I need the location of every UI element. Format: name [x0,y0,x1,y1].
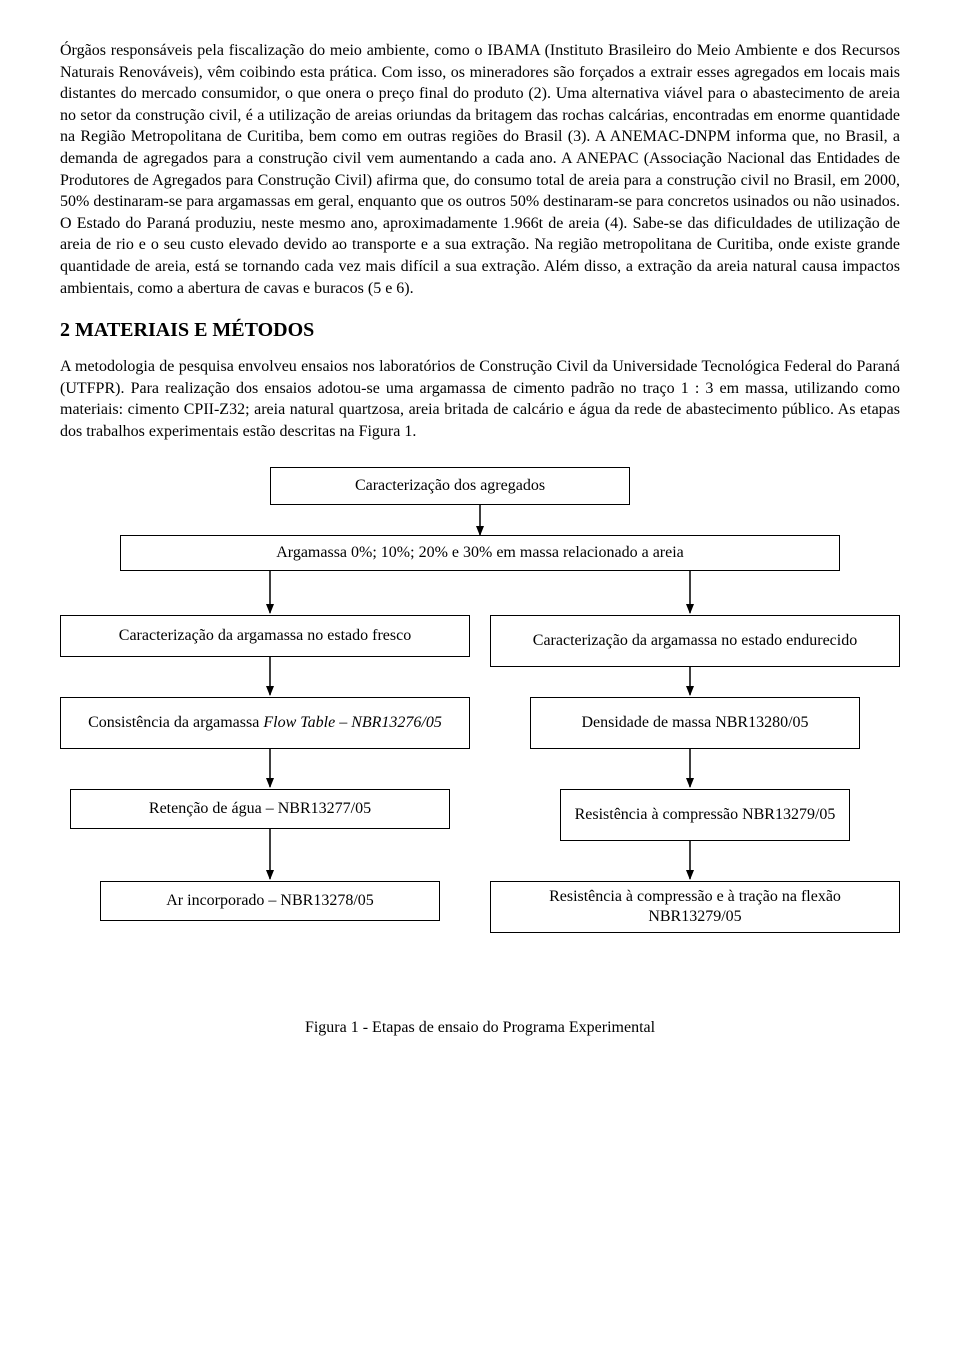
paragraph-methods: A metodologia de pesquisa envolveu ensai… [60,356,900,442]
flowchart-node-ar-incorporado: Ar incorporado – NBR13278/05 [100,881,440,921]
flowchart-node-retencao-agua: Retenção de água – NBR13277/05 [70,789,450,829]
node-label: Densidade de massa NBR13280/05 [581,713,808,733]
flowchart-node-flow-table: Consistência da argamassa Flow Table – N… [60,697,470,749]
flowchart-node-resistencia-compressao: Resistência à compressão NBR13279/05 [560,789,850,841]
node-label: Caracterização da argamassa no estado en… [533,631,857,651]
node-label: Resistência à compressão e à tração na f… [501,887,889,927]
flowchart-node-resistencia-flexao: Resistência à compressão e à tração na f… [490,881,900,933]
flowchart-node-estado-endurecido: Caracterização da argamassa no estado en… [490,615,900,667]
flowchart-node-argamassa-percentuais: Argamassa 0%; 10%; 20% e 30% em massa re… [120,535,840,571]
node-label: Caracterização da argamassa no estado fr… [119,626,411,646]
node-label: Ar incorporado – NBR13278/05 [166,891,374,911]
figure-caption: Figura 1 - Etapas de ensaio do Programa … [60,1017,900,1039]
section-heading: 2 MATERIAIS E MÉTODOS [60,317,900,344]
flowchart-node-densidade-massa: Densidade de massa NBR13280/05 [530,697,860,749]
flowchart-node-estado-fresco: Caracterização da argamassa no estado fr… [60,615,470,657]
node-label: Resistência à compressão NBR13279/05 [575,805,836,825]
node-label: Retenção de água – NBR13277/05 [149,799,371,819]
node-label: Argamassa 0%; 10%; 20% e 30% em massa re… [276,543,684,563]
paragraph-intro: Órgãos responsáveis pela fiscalização do… [60,40,900,299]
figure-1-flowchart: Caracterização dos agregados Argamassa 0… [60,467,900,1007]
flowchart-node-caracterizacao-agregados: Caracterização dos agregados [270,467,630,505]
node-label: Caracterização dos agregados [355,476,545,496]
node-label: Consistência da argamassa Flow Table – N… [88,713,442,733]
